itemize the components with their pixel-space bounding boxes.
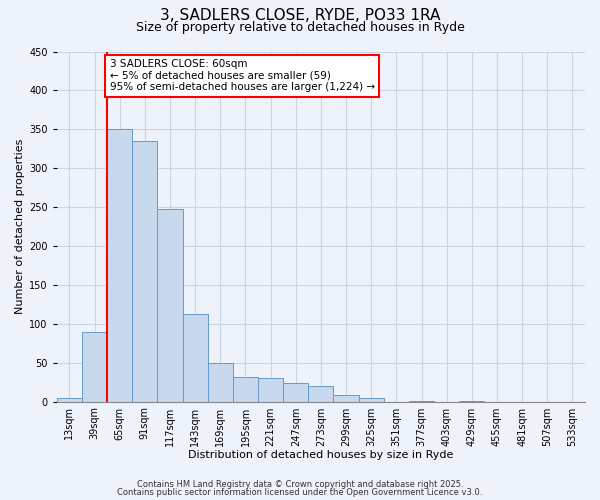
Y-axis label: Number of detached properties: Number of detached properties [15,139,25,314]
Bar [409,401,434,402]
Bar [57,398,82,402]
Bar [182,314,208,402]
Bar [82,332,107,402]
Bar [208,362,233,402]
X-axis label: Distribution of detached houses by size in Ryde: Distribution of detached houses by size … [188,450,454,460]
Bar [283,383,308,402]
Text: Contains public sector information licensed under the Open Government Licence v3: Contains public sector information licen… [118,488,482,497]
Text: Size of property relative to detached houses in Ryde: Size of property relative to detached ho… [136,21,464,34]
Text: 3 SADLERS CLOSE: 60sqm
← 5% of detached houses are smaller (59)
95% of semi-deta: 3 SADLERS CLOSE: 60sqm ← 5% of detached … [110,60,375,92]
Bar [132,141,157,402]
Text: 3, SADLERS CLOSE, RYDE, PO33 1RA: 3, SADLERS CLOSE, RYDE, PO33 1RA [160,8,440,22]
Bar [258,378,283,402]
Bar [107,130,132,402]
Bar [308,386,334,402]
Bar [459,401,484,402]
Bar [157,210,182,402]
Bar [233,376,258,402]
Bar [359,398,384,402]
Bar [334,396,359,402]
Text: Contains HM Land Registry data © Crown copyright and database right 2025.: Contains HM Land Registry data © Crown c… [137,480,463,489]
